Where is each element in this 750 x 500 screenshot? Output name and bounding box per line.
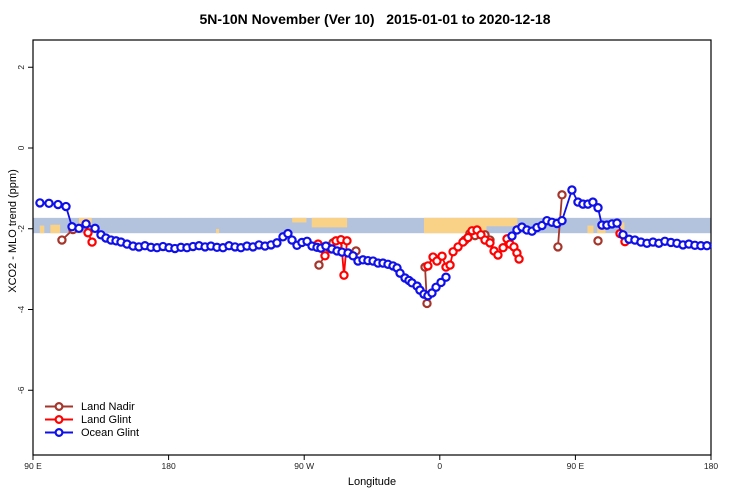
y-tick-label: 0: [16, 145, 26, 150]
y-tick-label: -4: [16, 305, 26, 313]
data-point: [35, 198, 45, 208]
data-point: [423, 261, 433, 271]
land-patch: [50, 224, 61, 234]
land-nadir-marker-icon: [45, 401, 73, 412]
data-point: [44, 198, 54, 209]
land-patch: [311, 217, 348, 228]
land-patch: [216, 228, 220, 234]
land-patch: [587, 225, 594, 234]
data-point: [53, 199, 63, 210]
x-tick-label: 90 E: [567, 461, 585, 471]
data-point: [437, 251, 447, 261]
legend-item-land-nadir: Land Nadir: [44, 400, 139, 413]
x-tick-label: 180: [704, 461, 718, 471]
data-point: [507, 231, 517, 241]
data-point: [342, 236, 352, 246]
data-point: [493, 250, 503, 260]
data-point: [83, 228, 93, 238]
data-point: [702, 241, 712, 251]
legend: Land Nadir Land Glint Ocean Glint: [44, 400, 139, 439]
y-tick-label: -6: [16, 386, 26, 394]
chart-title: 5N-10N November (Ver 10) 2015-01-01 to 2…: [199, 11, 551, 27]
data-point: [320, 251, 330, 261]
data-point: [445, 260, 455, 270]
data-point: [593, 203, 603, 213]
data-point: [272, 238, 282, 248]
data-point: [74, 223, 84, 234]
legend-item-land-glint: Land Glint: [44, 413, 139, 426]
legend-label: Land Glint: [81, 413, 132, 426]
ocean-glint-marker-icon: [45, 427, 73, 438]
x-axis-title: Longitude: [347, 476, 397, 488]
data-point: [557, 215, 567, 226]
x-tick-label: 180: [162, 461, 176, 471]
land-patch: [486, 217, 518, 227]
data-point: [81, 219, 91, 229]
legend-item-ocean-glint: Ocean Glint: [44, 426, 139, 439]
data-point: [498, 243, 508, 253]
data-point: [314, 260, 324, 270]
data-point: [567, 185, 577, 195]
data-point: [61, 201, 71, 212]
data-point: [463, 232, 473, 243]
data-point: [553, 242, 563, 252]
data-point: [593, 236, 603, 246]
data-point: [90, 223, 100, 234]
data-point: [485, 238, 495, 248]
data-point: [441, 272, 451, 282]
land-glint-marker-icon: [45, 414, 73, 425]
data-point: [422, 298, 432, 309]
data-point: [557, 190, 567, 200]
data-point: [57, 235, 67, 245]
y-axis-title: XCO2 - MLO trend (ppm): [7, 169, 19, 293]
legend-label: Ocean Glint: [81, 426, 140, 439]
data-point: [339, 270, 349, 280]
data-point: [588, 197, 598, 207]
data-point: [618, 230, 628, 240]
y-tick-label: 2: [16, 65, 26, 70]
x-tick-label: 90 W: [294, 461, 314, 471]
series-ocean-glint: [35, 185, 712, 301]
land-patch: [39, 225, 45, 234]
data-point: [612, 218, 622, 228]
land-patch: [292, 217, 307, 223]
legend-label: Land Nadir: [81, 400, 135, 413]
data-point: [514, 254, 524, 264]
series-land-glint: [83, 225, 630, 280]
data-point: [87, 237, 97, 247]
y-tick-label: -2: [16, 225, 26, 233]
land-patch: [618, 222, 625, 230]
data-point: [283, 228, 293, 239]
x-tick-label: 90 E: [24, 461, 42, 471]
x-tick-label: 0: [437, 461, 442, 471]
